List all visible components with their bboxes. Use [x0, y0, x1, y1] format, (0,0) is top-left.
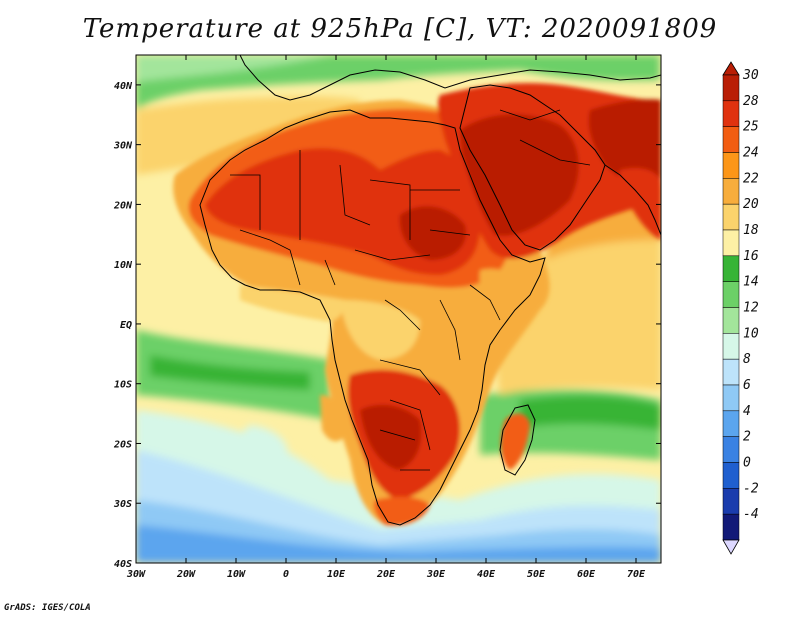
lat-label: 20S [113, 439, 132, 450]
europe-coastline [239, 55, 661, 101]
lat-label: 30S [113, 499, 132, 510]
band-north-pale [136, 55, 330, 82]
lon-axis-labels: 30W 20W 10W 0 10E 20E 30E 40E 50E 60E 70E [126, 569, 646, 580]
lat-label: 40S [114, 559, 132, 570]
band-north-yellow [136, 96, 360, 175]
madagascar-warm [500, 413, 530, 470]
colorbar-segment [722, 126, 740, 153]
colorbar-segment [722, 255, 740, 282]
colorbar-label: 8 [743, 352, 751, 367]
congo-moderate [340, 300, 420, 360]
axis-ticks [135, 55, 661, 564]
lon-label: 40E [477, 569, 496, 580]
colorbar-label: 20 [743, 197, 759, 212]
map-title: Temperature at 925hPa [C], VT: 202009180… [82, 14, 718, 44]
colorbar-top-arrow [722, 61, 740, 76]
colorbar-bottom-arrow [722, 539, 740, 555]
colorbar-label: 18 [743, 223, 759, 238]
colorbar-segment [722, 74, 740, 102]
colorbar-label: 12 [743, 301, 759, 316]
lat-label: EQ [120, 320, 132, 331]
colorbar-segment [722, 203, 740, 231]
madagascar-coastline [499, 404, 536, 476]
colorbar-label: 14 [743, 275, 759, 290]
lat-label: 20N [113, 200, 133, 211]
colorbar-label: 22 [743, 171, 759, 186]
lon-label: 30W [126, 569, 146, 580]
lat-label: 10S [114, 380, 132, 391]
colorbar-label: 28 [743, 94, 759, 109]
colorbar-segment [722, 229, 740, 257]
band-deepblue [136, 525, 661, 563]
arabia-coastline [459, 84, 606, 251]
colorbar-label: 24 [743, 146, 759, 161]
country-borders [230, 109, 591, 471]
colorbar-label: -2 [743, 481, 759, 496]
iran-hot [588, 99, 661, 190]
colorbar-segment [722, 436, 740, 463]
plot-frame [135, 54, 662, 564]
lat-axis-labels: 40N 30N 20N 10N EQ 10S 20S 30S 40S [113, 81, 133, 570]
band-green-west [150, 355, 310, 390]
south-africa-tip [373, 496, 430, 526]
lon-label: 30E [426, 569, 446, 580]
horn-cool [479, 268, 530, 313]
colorbar-segment [722, 307, 740, 334]
colorbar-segment [722, 462, 740, 489]
colorbar-segment [722, 410, 740, 437]
colorbar-segment [722, 152, 740, 179]
colorbar-segment [722, 488, 740, 515]
colorbar-label: 30 [742, 68, 759, 83]
arabia-core [460, 114, 579, 236]
band-paleblue-patch [237, 425, 288, 471]
colorbar-segment [722, 358, 740, 386]
lat-label: 40N [114, 81, 133, 92]
colorbar-segment [722, 100, 740, 127]
lon-label: 20W [176, 569, 196, 580]
lon-label: 0 [283, 569, 289, 580]
africa-coastline [199, 109, 546, 526]
colorbar-label: 6 [743, 378, 751, 393]
band-north-green [136, 55, 660, 110]
south-africa-core [360, 404, 422, 470]
lon-label: 10W [227, 569, 246, 580]
colorbar-segment [722, 384, 740, 412]
colorbar-label: 10 [743, 326, 759, 341]
lon-label: 20E [376, 569, 396, 580]
lon-label: 60E [577, 569, 596, 580]
colorbar-label: 16 [743, 249, 759, 264]
sahara-core [399, 206, 466, 260]
colorbar-label: 2 [743, 430, 751, 445]
lon-label: 10E [327, 569, 346, 580]
india-hot [619, 168, 661, 240]
colorbar-segment [722, 333, 740, 360]
india-coastline [604, 164, 661, 236]
lon-label: 70E [627, 569, 646, 580]
lat-label: 30N [113, 141, 133, 152]
colorbar-label: -4 [743, 507, 759, 522]
colorbar-segment [722, 513, 740, 541]
colorbar-label: 4 [743, 404, 751, 419]
colorbar-label: 25 [743, 120, 759, 135]
colorbar-segment [722, 178, 740, 205]
sw-coast-cool [320, 395, 348, 442]
colorbar-label: 0 [743, 456, 751, 471]
lon-label: 50E [527, 569, 546, 580]
coastlines [199, 55, 661, 526]
lat-label: 10N [114, 260, 133, 271]
band-green-far-south [520, 395, 661, 430]
colorbar-segment [722, 281, 740, 308]
credit-text: GrADS: IGES/COLA [4, 603, 91, 613]
gulf-guinea-cool [240, 285, 345, 322]
